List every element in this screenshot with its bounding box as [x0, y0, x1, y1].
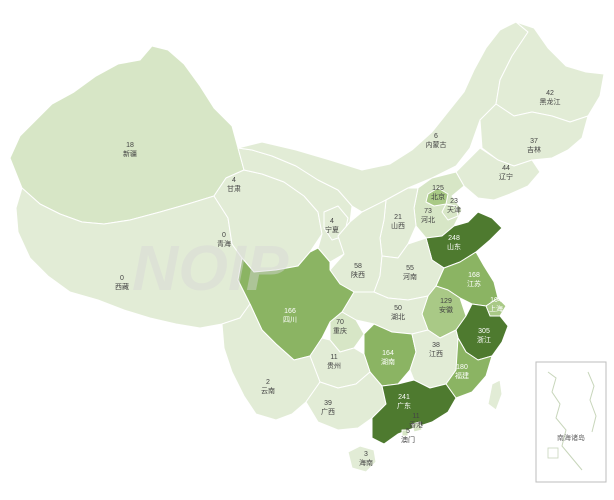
label-name-guangxi: 广西 [321, 407, 335, 416]
label-name-jiangsu: 江苏 [467, 279, 481, 288]
label-value-jiangxi: 38 [432, 342, 440, 349]
inset-frame [535, 361, 607, 483]
watermark-text: NOIP [132, 232, 289, 304]
label-value-gansu: 4 [232, 177, 236, 184]
inset-dash-box [547, 447, 559, 459]
label-name-heilongjiang: 黑龙江 [540, 97, 561, 106]
label-name-shandong: 山东 [447, 242, 461, 251]
label-value-liaoning: 44 [502, 165, 510, 172]
label-name-sichuan: 四川 [283, 316, 297, 324]
label-value-hunan: 164 [382, 350, 394, 357]
label-name-chongqing: 重庆 [333, 326, 347, 335]
label-value-yunnan: 2 [266, 379, 270, 386]
label-value-guangxi: 39 [324, 400, 332, 407]
label-name-xinjiang: 新疆 [123, 149, 137, 158]
province-xianggang[interactable] [411, 421, 423, 433]
label-name-shanghai: 上海 [489, 304, 503, 313]
label-value-xianggang: 11 [412, 413, 419, 420]
label-value-xinjiang: 18 [126, 142, 134, 149]
province-aomen[interactable] [401, 429, 409, 437]
label-name-tianjin: 天津 [447, 206, 461, 214]
label-value-henan: 55 [406, 265, 414, 272]
label-value-fujian: 180 [456, 364, 468, 371]
province-shapes [9, 21, 605, 473]
province-jilin[interactable] [479, 103, 589, 167]
south-china-sea-inset: 南海诸岛 [535, 361, 607, 483]
province-taiwan[interactable] [487, 379, 503, 411]
label-value-neimenggu: 6 [434, 133, 438, 140]
label-value-hebei: 73 [424, 208, 432, 215]
label-name-beijing: 北京 [431, 192, 445, 201]
label-value-hubei: 50 [394, 305, 402, 312]
label-value-hainan: 3 [364, 451, 368, 458]
province-tianjin[interactable] [441, 203, 459, 221]
label-name-shaanxi: 陕西 [351, 270, 365, 279]
label-value-xizang: 0 [120, 275, 124, 282]
province-hainan[interactable] [347, 445, 377, 473]
label-name-zhejiang: 浙江 [477, 335, 491, 344]
label-value-sichuan: 166 [284, 308, 296, 315]
label-name-hubei: 湖北 [391, 312, 405, 321]
label-value-aomen: 5 [406, 428, 410, 435]
label-value-shanxi: 21 [394, 214, 402, 221]
label-name-hunan: 湖南 [381, 357, 395, 366]
province-labels: 18 新疆 0 西藏 0 青海 4 甘肃 6 内蒙古 42 黑龙江 37 吉林 … [115, 90, 561, 467]
label-name-jilin: 吉林 [527, 145, 541, 154]
province-fujian[interactable] [445, 337, 493, 399]
label-name-hainan: 海南 [359, 458, 373, 467]
label-value-jilin: 37 [530, 138, 538, 145]
inset-title: 南海诸岛 [557, 433, 585, 442]
label-name-fujian: 福建 [455, 371, 469, 380]
label-name-henan: 河南 [403, 272, 417, 281]
label-value-guizhou: 11 [330, 354, 337, 361]
label-name-jiangxi: 江西 [429, 350, 443, 358]
label-name-qinghai: 青海 [217, 239, 231, 248]
label-value-jiangsu: 168 [468, 272, 480, 279]
label-value-ningxia: 4 [330, 218, 334, 225]
label-name-liaoning: 辽宁 [499, 172, 513, 181]
label-value-zhejiang: 305 [478, 328, 490, 335]
label-name-guangdong: 广东 [397, 401, 411, 410]
label-value-tianjin: 23 [450, 198, 458, 205]
label-name-shanxi: 山西 [391, 221, 405, 230]
label-name-gansu: 甘肃 [227, 184, 241, 193]
label-name-aomen: 澳门 [401, 435, 415, 444]
label-value-anhui: 129 [440, 298, 452, 305]
label-value-guangdong: 241 [398, 394, 410, 401]
label-name-anhui: 安徽 [439, 305, 453, 314]
inset-islands-line [587, 371, 597, 433]
label-value-shanghai: 104 [490, 297, 502, 304]
label-name-yunnan: 云南 [261, 386, 275, 395]
label-name-neimenggu: 内蒙古 [426, 140, 447, 149]
label-value-shaanxi: 58 [354, 263, 362, 270]
label-name-xizang: 西藏 [115, 282, 129, 291]
label-value-shandong: 248 [448, 235, 460, 242]
label-name-ningxia: 宁夏 [325, 225, 339, 234]
label-name-hebei: 河北 [421, 216, 435, 224]
inset-coastline [547, 371, 583, 471]
label-value-chongqing: 70 [336, 319, 344, 326]
label-name-guizhou: 贵州 [327, 361, 341, 370]
label-value-beijing: 125 [432, 185, 444, 192]
label-value-heilongjiang: 42 [546, 90, 554, 97]
label-value-qinghai: 0 [222, 232, 226, 239]
province-guangdong[interactable] [371, 379, 457, 445]
label-name-xianggang: 香港 [409, 420, 423, 429]
